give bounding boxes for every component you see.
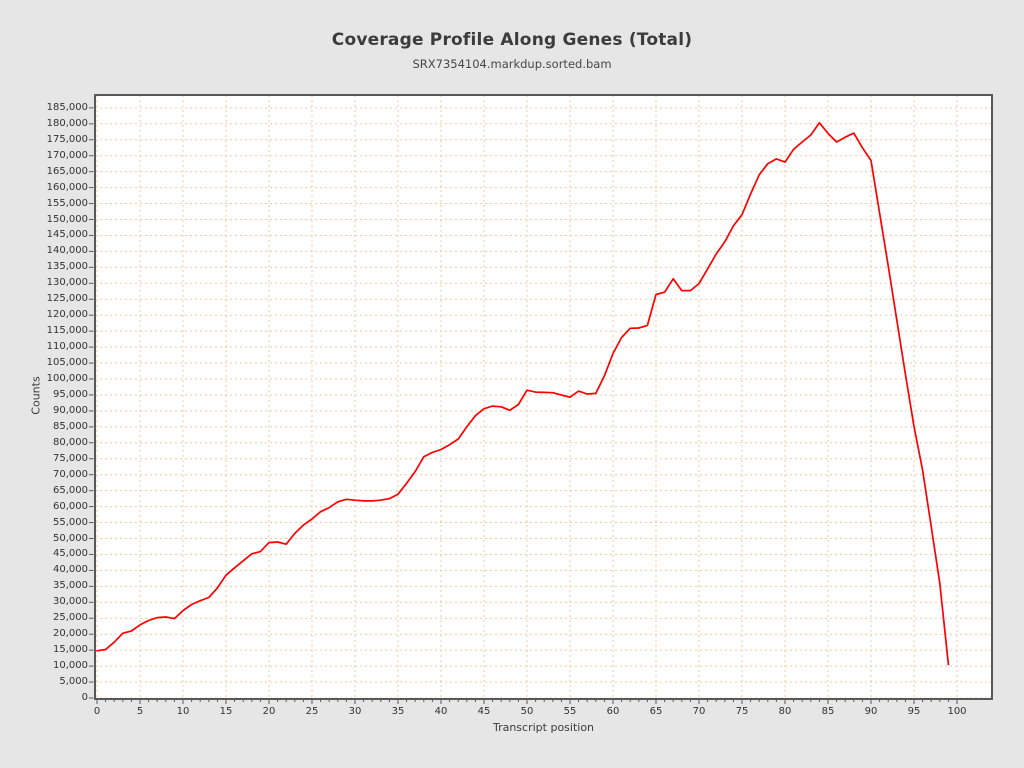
- y-tick-label: 160,000: [46, 181, 88, 193]
- x-tick-label: 50: [520, 706, 534, 717]
- plot-area: [89, 94, 993, 704]
- y-tick-label: 125,000: [46, 293, 88, 305]
- x-tick-label: 80: [778, 706, 792, 717]
- x-tick-label: 70: [692, 706, 706, 717]
- x-tick-label: 100: [947, 706, 967, 717]
- x-tick-label: 15: [219, 706, 233, 717]
- y-tick-label: 115,000: [46, 325, 88, 337]
- coverage-line: [96, 121, 950, 666]
- y-tick-label: 135,000: [46, 261, 88, 273]
- y-tick-label: 90,000: [53, 404, 88, 416]
- y-tick-label: 65,000: [53, 484, 88, 496]
- y-tick-label: 80,000: [53, 436, 88, 448]
- x-axis-label: Transcript position: [492, 721, 595, 734]
- y-tick-label: 175,000: [46, 133, 88, 145]
- y-tick-label: 10,000: [53, 660, 88, 672]
- x-tick-label: 20: [262, 706, 276, 717]
- x-tick-label: 90: [864, 706, 878, 717]
- x-tick-label: 85: [821, 706, 835, 717]
- x-tick-label: 40: [434, 706, 448, 717]
- y-tick-label: 50,000: [53, 532, 88, 544]
- y-tick-label: 95,000: [53, 388, 88, 400]
- y-tick-label: 70,000: [53, 468, 88, 480]
- y-tick-label: 170,000: [46, 149, 88, 161]
- x-tick-label: 75: [735, 706, 749, 717]
- y-tick-label: 45,000: [53, 548, 88, 560]
- x-tick-label: 95: [907, 706, 921, 717]
- y-tick-label: 155,000: [46, 197, 88, 209]
- y-tick-label: 60,000: [53, 500, 88, 512]
- y-tick-label: 130,000: [46, 277, 88, 289]
- y-tick-label: 5,000: [59, 676, 88, 688]
- axis-ticks: [89, 107, 958, 704]
- chart-title: Coverage Profile Along Genes (Total): [331, 30, 693, 50]
- x-tick-label: 25: [305, 706, 319, 717]
- x-tick-label: 65: [649, 706, 663, 717]
- y-tick-label: 185,000: [46, 101, 88, 113]
- y-tick-label: 100,000: [46, 373, 88, 384]
- y-tick-label: 55,000: [53, 516, 88, 528]
- x-tick-label: 60: [606, 706, 620, 717]
- y-tick-label: 40,000: [53, 564, 88, 576]
- chart-subtitle: SRX7354104.markdup.sorted.bam: [412, 57, 612, 71]
- plot-frame: [94, 94, 993, 700]
- y-tick-label: 85,000: [53, 420, 88, 432]
- y-tick-label: 120,000: [46, 309, 88, 321]
- y-tick-label: 35,000: [53, 580, 88, 592]
- x-tick-label: 30: [348, 706, 362, 717]
- x-tick-label: 55: [563, 706, 577, 717]
- y-tick-label: 15,000: [53, 644, 88, 656]
- x-tick-label: 0: [93, 706, 101, 717]
- y-tick-label: 105,000: [46, 357, 88, 369]
- y-tick-label: 180,000: [46, 117, 88, 129]
- y-tick-label: 75,000: [53, 452, 88, 464]
- x-tick-label: 45: [477, 706, 491, 717]
- y-tick-label: 140,000: [46, 245, 88, 257]
- y-tick-label: 150,000: [46, 213, 88, 225]
- y-axis-label: Counts: [29, 376, 43, 415]
- x-tick-label: 5: [136, 706, 144, 717]
- x-tick-label: 35: [391, 706, 405, 717]
- y-tick-label: 165,000: [46, 165, 88, 177]
- y-tick-label: 145,000: [46, 229, 88, 241]
- y-tick-label: 0: [81, 692, 88, 703]
- y-tick-label: 110,000: [46, 341, 88, 353]
- x-tick-label: 10: [176, 706, 190, 717]
- gridlines: [95, 95, 992, 699]
- y-tick-label: 20,000: [53, 628, 88, 640]
- y-tick-label: 30,000: [53, 596, 88, 608]
- coverage-line-chart: [89, 94, 993, 704]
- y-tick-label: 25,000: [53, 612, 88, 624]
